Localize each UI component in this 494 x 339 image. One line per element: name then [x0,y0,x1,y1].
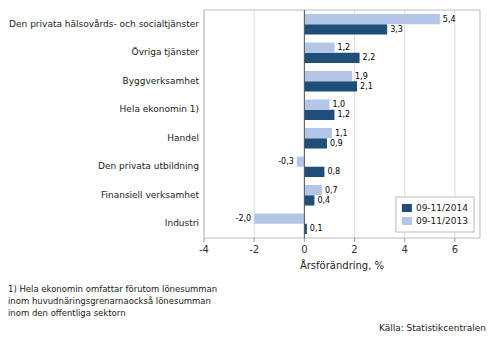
bar [304,71,352,81]
legend-box [396,197,474,232]
bar [304,195,314,205]
bar [304,99,329,109]
legend: 09-11/2014 09-11/2013 [396,197,474,232]
bar [297,156,305,166]
data-label: 2,2 [363,53,376,62]
bar [304,42,334,52]
bar [304,185,322,195]
data-label: 0,7 [325,186,338,195]
tick-mark [204,238,205,242]
bar [304,110,334,120]
tick-label: 4 [402,244,408,255]
tick-label: 0 [301,244,307,255]
grid-line [304,10,305,238]
category-label: Övriga tjänster [132,47,200,57]
zero-line [304,10,305,238]
bar [254,213,304,223]
data-label: 1,2 [337,43,350,52]
grid-line [354,10,355,238]
grid-line [254,10,255,238]
bar [304,81,357,91]
category-label: Byggverksamhet [123,76,200,86]
category-label: Industri [165,218,199,228]
footnote: inom huvudnäringsgrenarnaockså lönesumma… [8,296,211,306]
tick-mark [254,238,255,242]
data-label: 1,9 [355,72,368,81]
bar [304,14,439,24]
data-label: 1,1 [335,129,348,138]
footnote: inom den offentliga sektorn [8,308,126,318]
source-note: Källa: Statistikcentralen [379,323,486,333]
legend-swatch [402,204,412,212]
tick-mark [354,238,355,242]
category-label: Hela ekonomin 1) [120,104,199,114]
tick-label: -4 [199,244,209,255]
footnote: 1) Hela ekonomin omfattar förutom lönesu… [8,284,217,294]
bar [304,138,327,148]
legend-label: 09-11/2014 [416,203,468,213]
data-label: 0,4 [317,196,330,205]
plot-frame [204,10,480,238]
data-label: 1,2 [337,110,350,119]
tick-label: 6 [452,244,458,255]
data-label: -0,3 [278,157,294,166]
category-label: Finansiell verksamhet [101,190,200,200]
category-label: Den privata hälsovårds- och socialtjänst… [9,19,199,29]
tick-mark [454,238,455,242]
data-label: 0,8 [327,167,340,176]
tick-mark [404,238,405,242]
x-axis-label: Årsförändring, % [300,259,384,271]
bar [304,128,332,138]
data-label: 3,3 [390,25,403,34]
category-label: Den privata utbildning [98,161,199,171]
data-label: 5,4 [443,15,456,24]
chart: Den privata hälsovårds- och socialtjänst… [0,0,494,339]
tick-mark [304,238,305,242]
bar [304,53,359,63]
category-label: Handel [167,133,199,143]
legend-label: 09-11/2013 [416,216,468,226]
bar [304,167,324,177]
tick-label: 2 [351,244,357,255]
data-label: 2,1 [360,82,373,91]
tick-label: -2 [249,244,259,255]
data-label: 0,1 [310,224,323,233]
data-label: 1,0 [332,100,345,109]
bar [304,24,387,34]
data-label: 0,9 [330,139,343,148]
data-label: -2,0 [236,214,252,223]
legend-swatch [402,217,412,225]
